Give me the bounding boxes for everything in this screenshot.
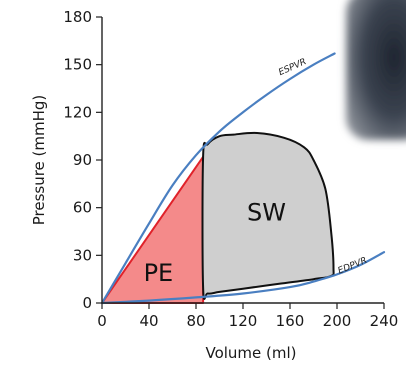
y-tick-label: 120 [63, 103, 92, 121]
series-layer [100, 52, 386, 305]
series-label-espvr: ESPVR [277, 57, 308, 78]
y-tick-label: 30 [73, 246, 92, 264]
y-tick-label: 180 [63, 8, 92, 26]
y-tick-label: 150 [63, 56, 92, 74]
x-tick-label: 40 [139, 312, 158, 330]
x-tick-label: 200 [323, 312, 352, 330]
x-tick-label: 240 [370, 312, 399, 330]
x-axis-title: Volume (ml) [205, 344, 296, 362]
y-axis-title: Pressure (mmHg) [30, 95, 48, 226]
series-label-edpvr: EDPVR [337, 256, 369, 277]
series-line-espvr [100, 52, 336, 305]
series-line-edpvr [100, 251, 386, 305]
x-tick-label: 0 [97, 312, 107, 330]
region-sw [201, 131, 335, 300]
y-tick-label: 60 [73, 199, 92, 217]
regions-layer [101, 131, 335, 304]
x-tick-label: 120 [229, 312, 258, 330]
region-label-pe: PE [144, 259, 174, 287]
axes-layer: 0 40 80 120 160 200 240 0 30 60 90 120 150 180 [63, 8, 398, 330]
x-tick-label: 80 [186, 312, 205, 330]
y-tick-label: 0 [82, 294, 92, 312]
x-tick-label: 160 [276, 312, 305, 330]
region-label-sw: SW [247, 198, 286, 226]
background-photo [346, 0, 406, 140]
y-tick-label: 90 [73, 151, 92, 169]
